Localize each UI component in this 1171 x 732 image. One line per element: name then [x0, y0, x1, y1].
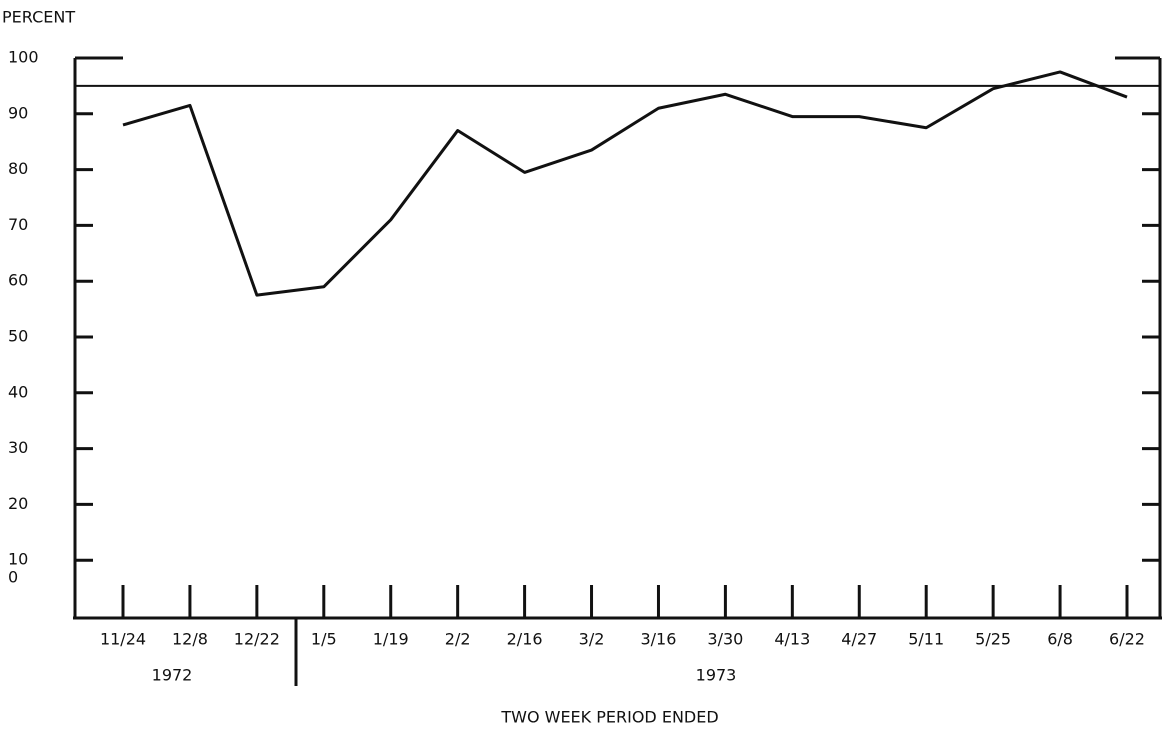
x-axis-label: TWO WEEK PERIOD ENDED — [500, 708, 718, 727]
x-tick-label: 12/8 — [172, 630, 208, 649]
y-tick-label: 50 — [8, 327, 28, 346]
y-tick-label: 70 — [8, 215, 28, 234]
y-tick-label: 60 — [8, 271, 28, 290]
x-tick-label: 12/22 — [234, 630, 280, 649]
y-tick-label: 80 — [8, 159, 28, 178]
x-tick-label: 5/11 — [908, 630, 944, 649]
x-tick-label: 2/16 — [507, 630, 543, 649]
x-tick-label: 1/19 — [373, 630, 409, 649]
data-line — [122, 70, 1128, 297]
y-tick-label: 10 — [8, 550, 28, 569]
x-tick-label: 5/25 — [975, 630, 1011, 649]
y-tick-label: 30 — [8, 438, 28, 457]
x-tick-label: 4/27 — [841, 630, 877, 649]
y-tick-label: 0 — [8, 568, 18, 587]
x-tick-label: 1/5 — [311, 630, 337, 649]
x-tick-label: 6/8 — [1047, 630, 1073, 649]
year-label: 1973 — [696, 666, 737, 685]
y-tick-label: 40 — [8, 382, 28, 401]
x-tick-label: 3/16 — [640, 630, 676, 649]
x-tick-label: 6/22 — [1109, 630, 1145, 649]
x-tick-label: 3/2 — [579, 630, 605, 649]
y-axis-label: PERCENT — [2, 8, 75, 27]
x-tick-label: 2/2 — [445, 630, 471, 649]
y-tick-label: 20 — [8, 494, 28, 513]
y-tick-label: 90 — [8, 103, 28, 122]
year-label: 1972 — [152, 666, 193, 685]
x-tick-label: 11/24 — [100, 630, 146, 649]
x-tick-label: 4/13 — [774, 630, 810, 649]
y-tick-label: 100 — [8, 48, 39, 67]
x-tick-label: 3/30 — [707, 630, 743, 649]
